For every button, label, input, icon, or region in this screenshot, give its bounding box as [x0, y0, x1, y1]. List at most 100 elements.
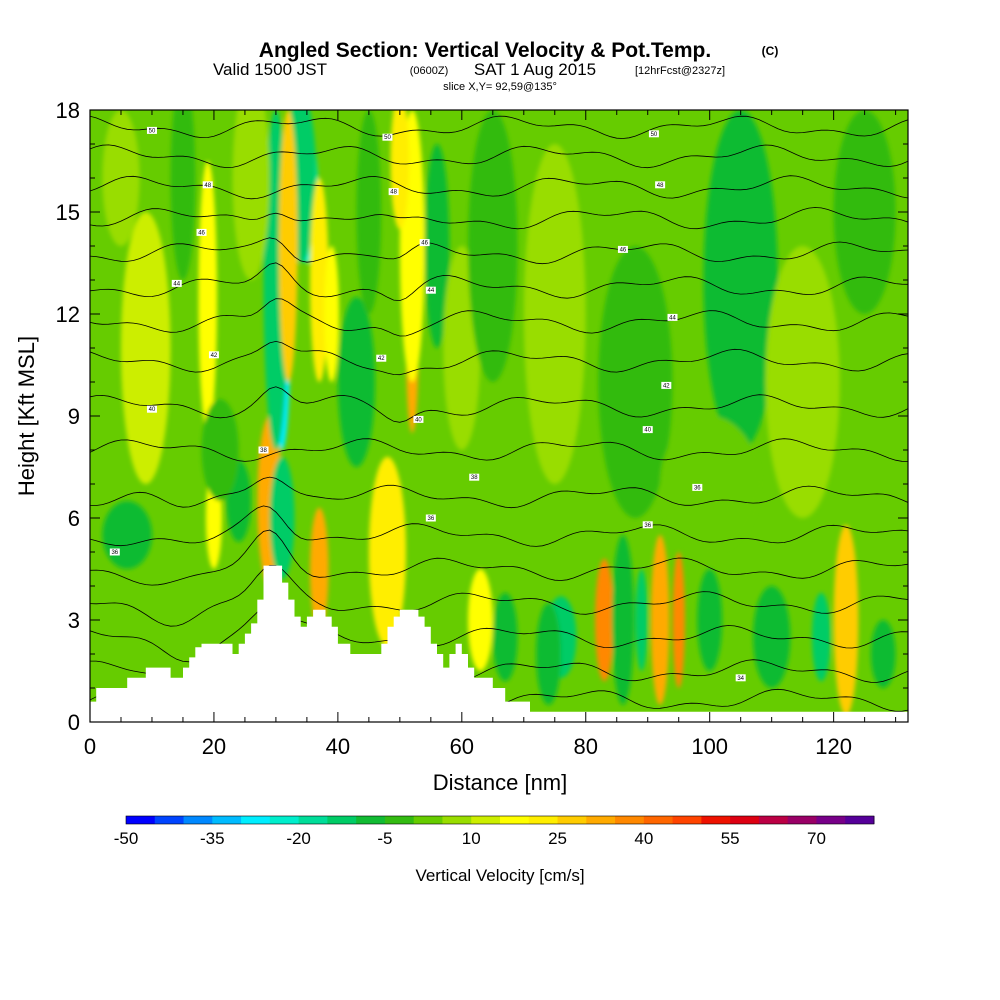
theta-contour-36	[90, 476, 908, 509]
colorbar-swatch-21	[730, 816, 760, 824]
colorbar-swatch-4	[241, 816, 271, 824]
velocity-cell-51	[170, 110, 196, 280]
colorbar-tick-label: -20	[286, 829, 311, 848]
velocity-cell-33	[672, 552, 685, 688]
theta-contour-33	[90, 565, 908, 627]
contour-label-bg-12	[208, 351, 219, 359]
velocity-cell-36	[536, 603, 561, 705]
velocity-cell-46	[703, 110, 778, 450]
contour-label-21: 36	[427, 516, 434, 522]
contour-label-9: 44	[173, 281, 180, 287]
valid-date-label: SAT 1 Aug 2015	[474, 60, 596, 79]
valid-time-label: Valid 1500 JST	[213, 60, 327, 79]
colorbar-swatch-2	[183, 816, 213, 824]
velocity-cell-45	[598, 246, 673, 518]
vertical-velocity-field	[102, 110, 896, 716]
velocity-cell-28	[595, 558, 614, 682]
colorbar-frame	[125, 815, 875, 825]
colorbar-swatch-3	[212, 816, 242, 824]
colorbar-swatch-8	[356, 816, 386, 824]
contour-label-bg-19	[469, 473, 480, 481]
contour-label-6: 46	[198, 230, 205, 236]
colorbar-swatch-7	[327, 816, 357, 824]
velocity-cell-52	[102, 501, 152, 569]
velocity-cell-2	[269, 456, 295, 580]
x-tick-label: 0	[84, 734, 96, 759]
velocity-cell-50	[660, 416, 760, 552]
y-tick-label: 9	[68, 404, 80, 429]
velocity-cell-32	[650, 535, 670, 705]
contour-label-4: 48	[390, 190, 397, 196]
velocity-cell-30	[611, 535, 635, 705]
y-tick-label: 3	[68, 608, 80, 633]
slice-label: slice X,Y= 92,59@135°	[443, 81, 557, 93]
contour-label-22: 36	[644, 523, 651, 529]
contour-label-20: 36	[694, 485, 701, 491]
y-tick-label: 0	[68, 710, 80, 735]
velocity-cell-7	[279, 110, 298, 382]
x-tick-label: 60	[450, 734, 474, 759]
velocity-cell-20	[337, 297, 376, 467]
x-tick-label: 120	[815, 734, 852, 759]
chart-title-block: Angled Section: Vertical Velocity & Pot.…	[213, 39, 778, 93]
contour-label-3: 48	[204, 183, 211, 189]
contour-label-10: 44	[427, 288, 434, 294]
y-tick-label: 12	[56, 302, 80, 327]
contour-label-19: 38	[471, 475, 478, 481]
y-tick-label: 18	[56, 98, 80, 123]
velocity-cell-24	[468, 110, 518, 382]
chart-title-units-tag: (C)	[762, 44, 779, 58]
contour-label-bg-13	[376, 354, 387, 362]
contour-label-bg-20	[692, 483, 703, 491]
contour-label-bg-11	[667, 313, 678, 321]
contour-label-16: 40	[415, 417, 422, 423]
velocity-cell-44	[468, 569, 493, 671]
contour-label-1: 50	[384, 135, 391, 141]
contour-label-13: 42	[378, 356, 385, 362]
velocity-cell-42	[697, 569, 723, 671]
colorbar-tick-label: 55	[721, 829, 740, 848]
velocity-cell-49	[833, 110, 896, 314]
contour-label-17: 40	[644, 428, 651, 434]
colorbar: -50 -35 -20 -5 10 25 40 55 70	[114, 815, 875, 848]
contour-label-bg-18	[258, 446, 269, 454]
theta-contour-44	[90, 175, 908, 200]
contour-label-23: 36	[111, 550, 118, 556]
colorbar-swatch-15	[557, 816, 587, 824]
contour-label-bg-6	[196, 228, 207, 236]
contour-label-bg-5	[655, 181, 666, 189]
colorbar-swatch-18	[643, 816, 674, 824]
contour-label-bg-8	[617, 245, 628, 253]
colorbar-swatch-10	[413, 816, 443, 824]
theta-contour-40	[90, 298, 908, 337]
x-tick-label: 100	[691, 734, 728, 759]
contour-label-bg-1	[382, 133, 393, 141]
colorbar-swatch-5	[269, 816, 300, 824]
contour-label-5: 48	[657, 183, 664, 189]
contour-label-12: 42	[211, 353, 218, 359]
x-axis-label: Distance [nm]	[433, 770, 568, 795]
theta-contour-32	[90, 604, 908, 663]
contour-label-bg-9	[171, 279, 182, 287]
plot-area: 50 50 50 48 48 48 46 46 46 44 44 44 42 42 42 40 40 40 38 38…	[90, 110, 908, 722]
velocity-cell-16	[198, 161, 218, 433]
colorbar-swatch-22	[758, 816, 789, 824]
contour-label-24: 34	[737, 676, 744, 682]
colorbar-tick-label: 40	[634, 829, 653, 848]
contour-label-bg-4	[388, 188, 399, 196]
x-tick-label: 20	[202, 734, 226, 759]
velocity-cell-41	[870, 620, 896, 688]
velocity-cell-37	[753, 586, 791, 688]
theta-contour-42	[90, 237, 908, 265]
valid-time-utc: (0600Z)	[410, 65, 449, 77]
colorbar-tick-label: 25	[548, 829, 567, 848]
colorbar-swatch-17	[615, 816, 645, 824]
colorbar-swatch-1	[154, 816, 185, 824]
contour-label-0: 50	[149, 128, 156, 134]
colorbar-swatch-20	[701, 816, 731, 824]
velocity-cell-27	[232, 110, 270, 280]
colorbar-tick-label: -5	[377, 829, 392, 848]
colorbar-swatch-13	[500, 816, 530, 824]
